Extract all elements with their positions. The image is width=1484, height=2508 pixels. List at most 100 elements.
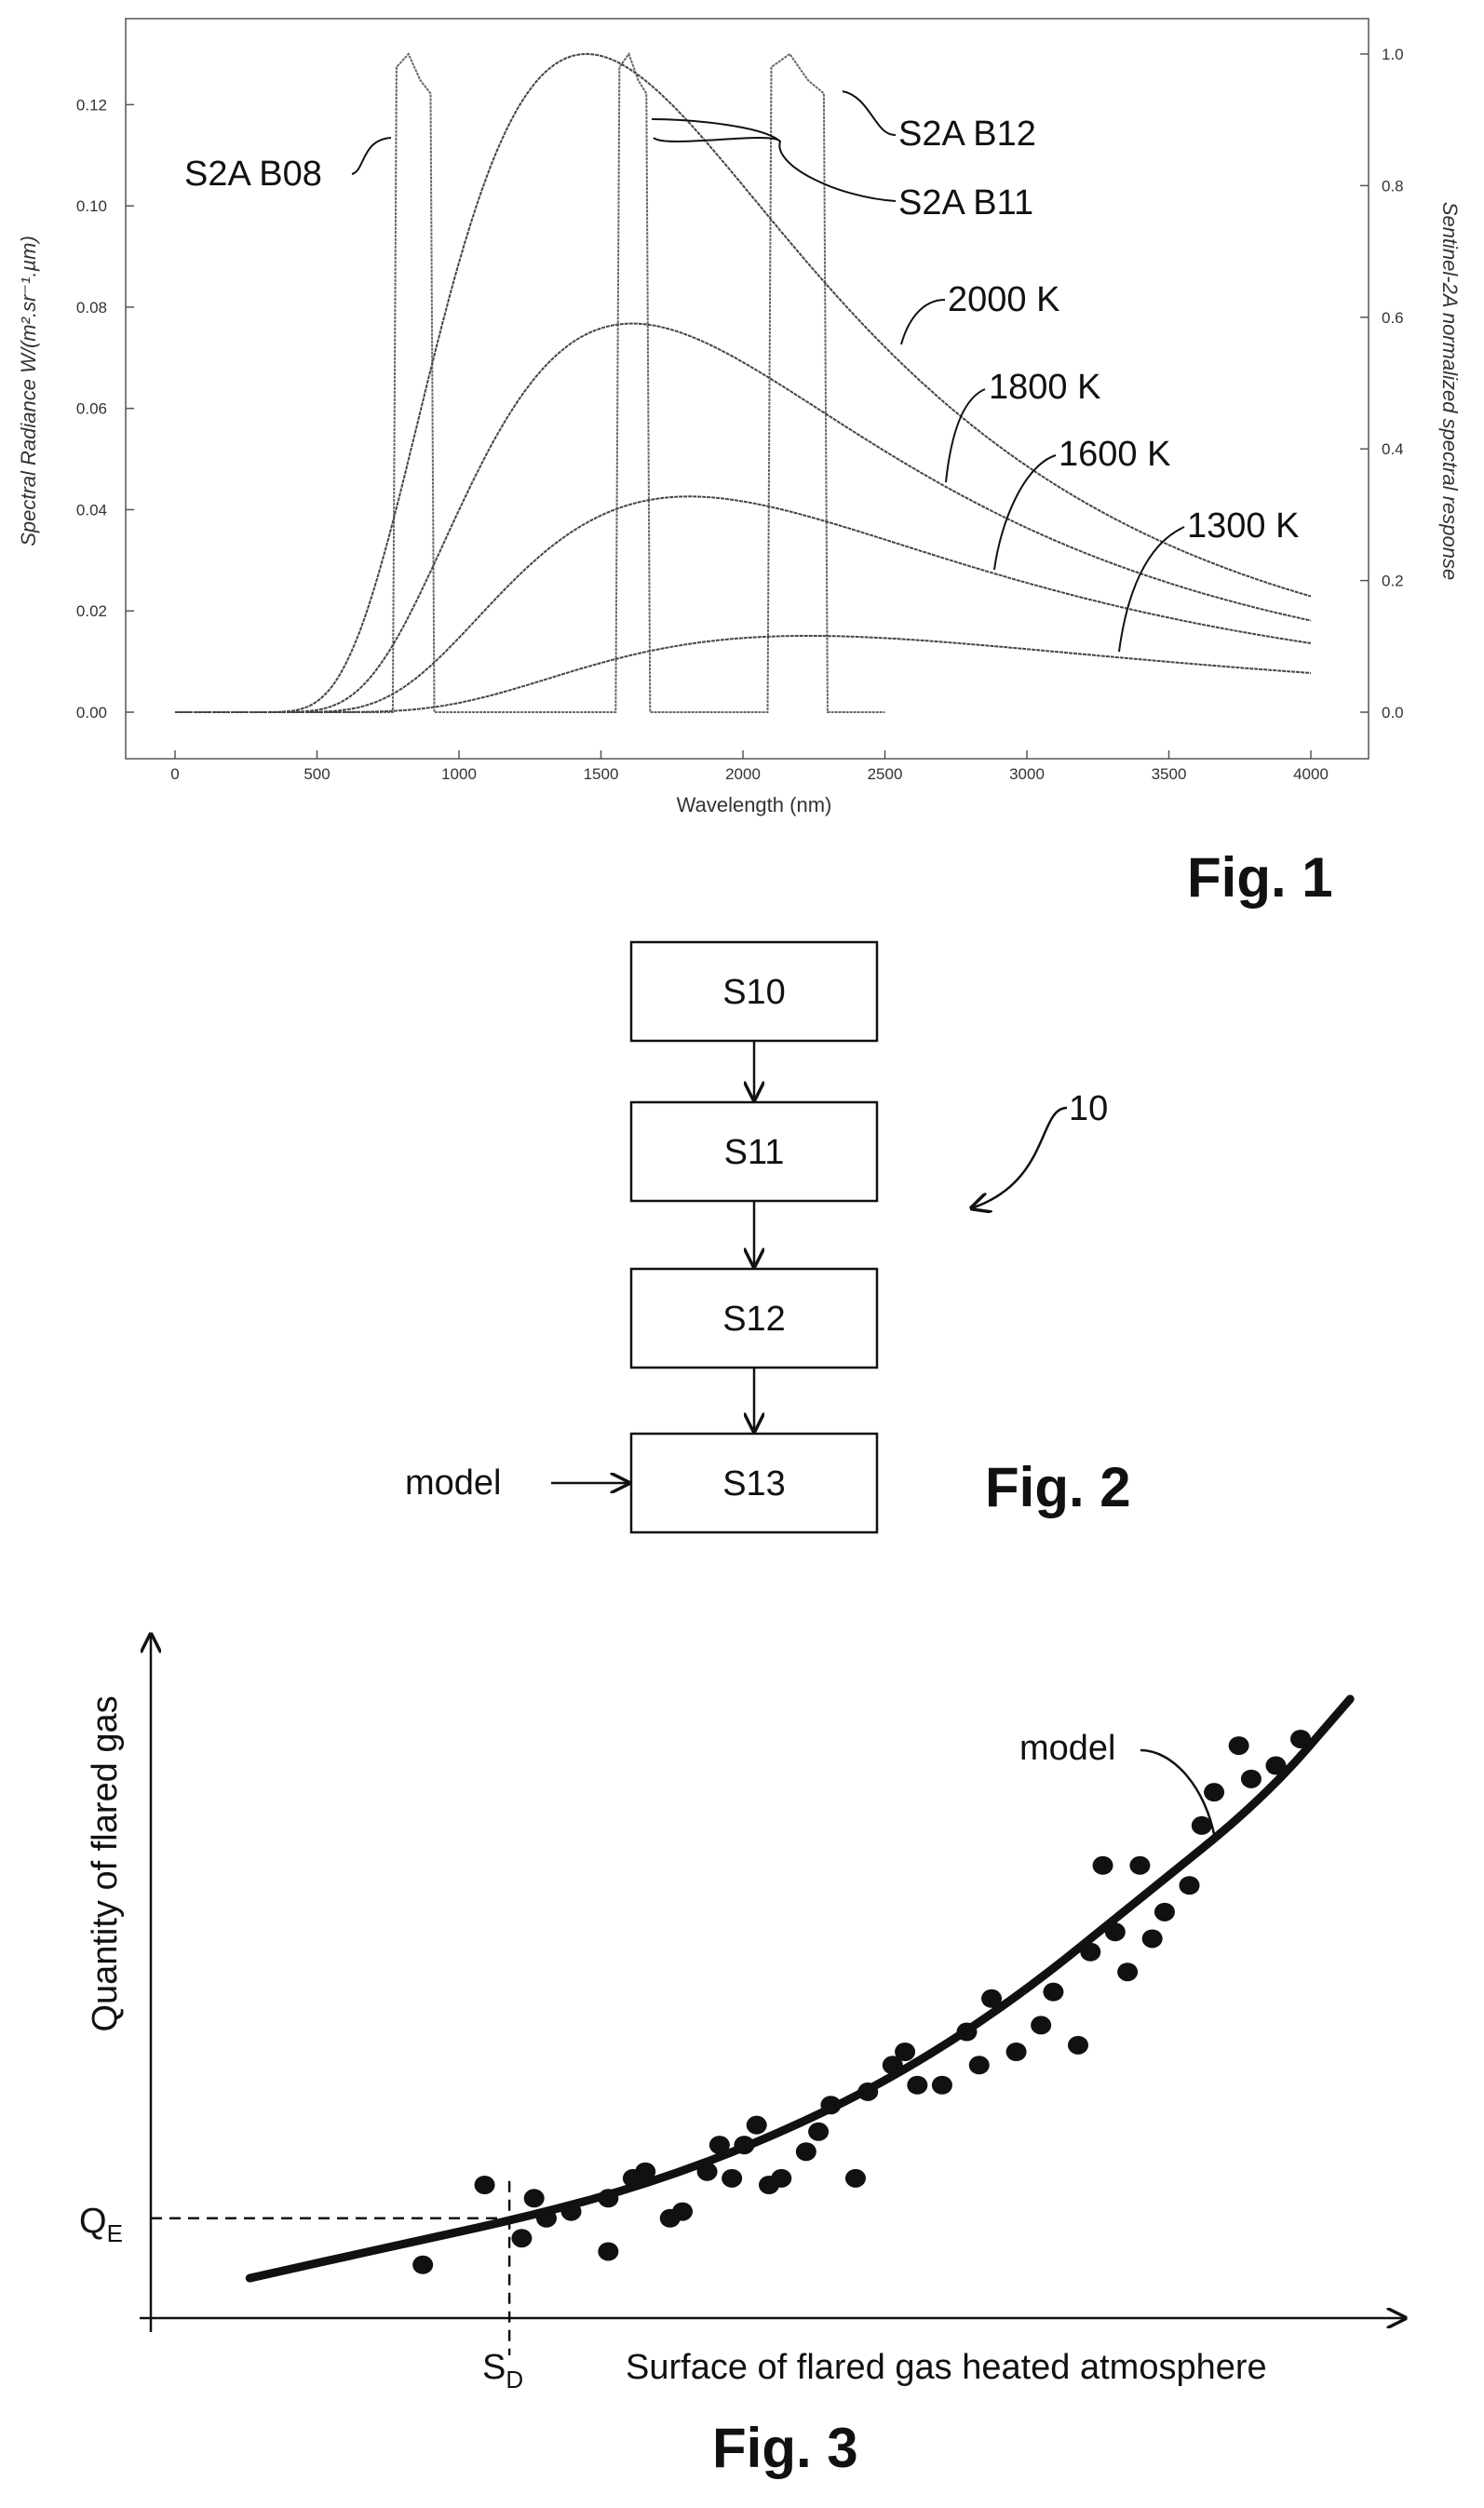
fig3-data-point: [895, 2043, 916, 2061]
fig3-data-point: [1265, 1756, 1287, 1775]
fig1-y2tick-label: 0.4: [1382, 440, 1404, 458]
fig1-xtick-label: 0: [170, 765, 179, 783]
sd-sub: D: [506, 2366, 523, 2393]
fig1-y2tick-label: 0.8: [1382, 177, 1404, 195]
fig1-ytick-label: 0.02: [76, 602, 107, 620]
fig1-annotations: S2A B08 S2A B12 S2A B11 2000 K 1800 K 16…: [184, 90, 1299, 653]
fig1-curve-1300k: [175, 635, 1312, 713]
fig1-y2tick-label: 1.0: [1382, 46, 1404, 63]
leader-1300k: [1118, 526, 1185, 653]
fig3-data-point: [1141, 1929, 1163, 1948]
fig1-y2label: Sentinel-2A normalized spectral response: [1438, 202, 1462, 580]
fig1-caption: Fig. 1: [1187, 846, 1333, 909]
fig2-ref-numeral: 10: [1069, 1089, 1108, 1128]
fig1-xtick-label: 1000: [441, 765, 477, 783]
label-2000k: 2000 K: [948, 280, 1059, 319]
fig1-curve-2000k: [175, 52, 1312, 713]
fig3-data-point: [598, 2242, 619, 2261]
fig3-data-point: [1129, 1855, 1151, 1875]
leader-2000k: [900, 299, 946, 345]
leader-b11-a: [651, 118, 897, 202]
step-s10-label: S10: [722, 973, 786, 1012]
fig3-data-point: [1290, 1729, 1312, 1748]
fig3-ylabel: Quantity of flared gas: [86, 1695, 125, 2031]
fig2-ref-leader-arrow: [971, 1106, 1068, 1208]
fig3-data-point: [907, 2075, 928, 2095]
fig3-data-point: [511, 2229, 533, 2248]
fig3-model-curve: [245, 1694, 1355, 2283]
fig1-xtick-label: 3500: [1152, 765, 1187, 783]
fig1-xtick-label: 4000: [1293, 765, 1329, 783]
step-s13: S13: [629, 1432, 879, 1534]
fig3-data-point: [1240, 1769, 1261, 1788]
qe-main: Q: [79, 2202, 107, 2241]
fig3-data-point: [931, 2075, 952, 2095]
fig3-data-point: [746, 2115, 767, 2135]
step-s13-label: S13: [722, 1464, 786, 1503]
fig1-xlabel: Wavelength (nm): [677, 793, 832, 816]
fig3-data-point: [722, 2168, 743, 2188]
fig3-scatter-chart: Quantity of flared gas Surface of flared…: [79, 1634, 1406, 2479]
fig1-spectral-chart: 0 500 1000 1500 2000 2500 3000 3500 40000.000.02…: [17, 18, 1462, 909]
fig1-y2tick-label: 0.0: [1382, 704, 1404, 721]
fig3-data-point: [1228, 1736, 1249, 1756]
leader-b12: [842, 90, 897, 137]
fig1-ytick-label: 0.00: [76, 704, 107, 721]
fig3-data-point: [981, 1989, 1003, 2008]
fig1-y2tick-label: 0.6: [1382, 309, 1404, 327]
fig3-data-point: [635, 2162, 656, 2181]
fig3-data-point: [1191, 1815, 1212, 1835]
sd-main: S: [482, 2348, 506, 2387]
fig3-data-point: [1153, 1902, 1175, 1921]
fig3-data-point: [1204, 1783, 1225, 1802]
fig3-data-point: [844, 2168, 866, 2188]
fig1-plot-frame: [125, 18, 1369, 760]
fig3-caption: Fig. 3: [712, 2417, 858, 2479]
fig1-ytick-label: 0.06: [76, 400, 107, 418]
fig3-model-label: model: [1019, 1729, 1116, 1768]
fig1-curve-1600k: [175, 495, 1312, 713]
fig3-y-marker-label: QE: [79, 2202, 123, 2247]
fig3-xlabel: Surface of flared gas heated atmosphere: [626, 2348, 1267, 2387]
fig3-x-marker-label: SD: [482, 2348, 523, 2393]
leader-b11-b: [653, 137, 781, 142]
label-b08: S2A B08: [184, 155, 322, 194]
label-1600k: 1600 K: [1059, 435, 1170, 474]
step-s11-label: S11: [724, 1133, 785, 1172]
fig3-data-point: [968, 2056, 990, 2075]
fig1-curve-1800k: [175, 322, 1312, 713]
fig3-data-point: [672, 2202, 694, 2221]
label-b11: S2A B11: [898, 183, 1033, 222]
step-s10: S10: [629, 940, 879, 1043]
fig3-marker-lines: [151, 2180, 511, 2355]
fig1-xtick-label: 3000: [1009, 765, 1045, 783]
fig3-data-point: [795, 2142, 816, 2162]
fig3-data-point: [708, 2136, 730, 2155]
fig3-data-point: [771, 2168, 792, 2188]
fig2-caption: Fig. 2: [985, 1456, 1131, 1518]
fig1-y2tick-label: 0.2: [1382, 573, 1404, 590]
fig3-points: [412, 1729, 1312, 2274]
fig3-data-point: [523, 2189, 545, 2208]
label-1300k: 1300 K: [1187, 506, 1299, 546]
fig1-ytick-label: 0.10: [76, 197, 107, 215]
fig1-xtick-label: 500: [304, 765, 330, 783]
fig3-data-point: [1005, 2043, 1027, 2061]
fig3-data-point: [1031, 2016, 1052, 2035]
leader-1600k: [993, 454, 1057, 571]
fig3-data-point: [1068, 2035, 1088, 2055]
fig1-ytick-label: 0.08: [76, 299, 107, 317]
fig3-data-point: [1117, 1962, 1139, 1982]
label-1800k: 1800 K: [989, 368, 1100, 407]
fig3-data-point: [1179, 1876, 1200, 1895]
fig1-xtick-label: 2000: [725, 765, 761, 783]
leader-1800k: [945, 388, 986, 483]
fig1-ticks: 0 500 1000 1500 2000 2500 3000 3500 40000.000.02…: [76, 46, 1404, 783]
step-s12-label: S12: [722, 1300, 786, 1339]
leader-b08: [351, 137, 392, 175]
fig2-input-label: model: [405, 1463, 502, 1503]
fig1-xtick-label: 2500: [868, 765, 903, 783]
fig2-flowchart: S10 S11 S12 S13 model 10 Fig. 2: [405, 940, 1131, 1534]
